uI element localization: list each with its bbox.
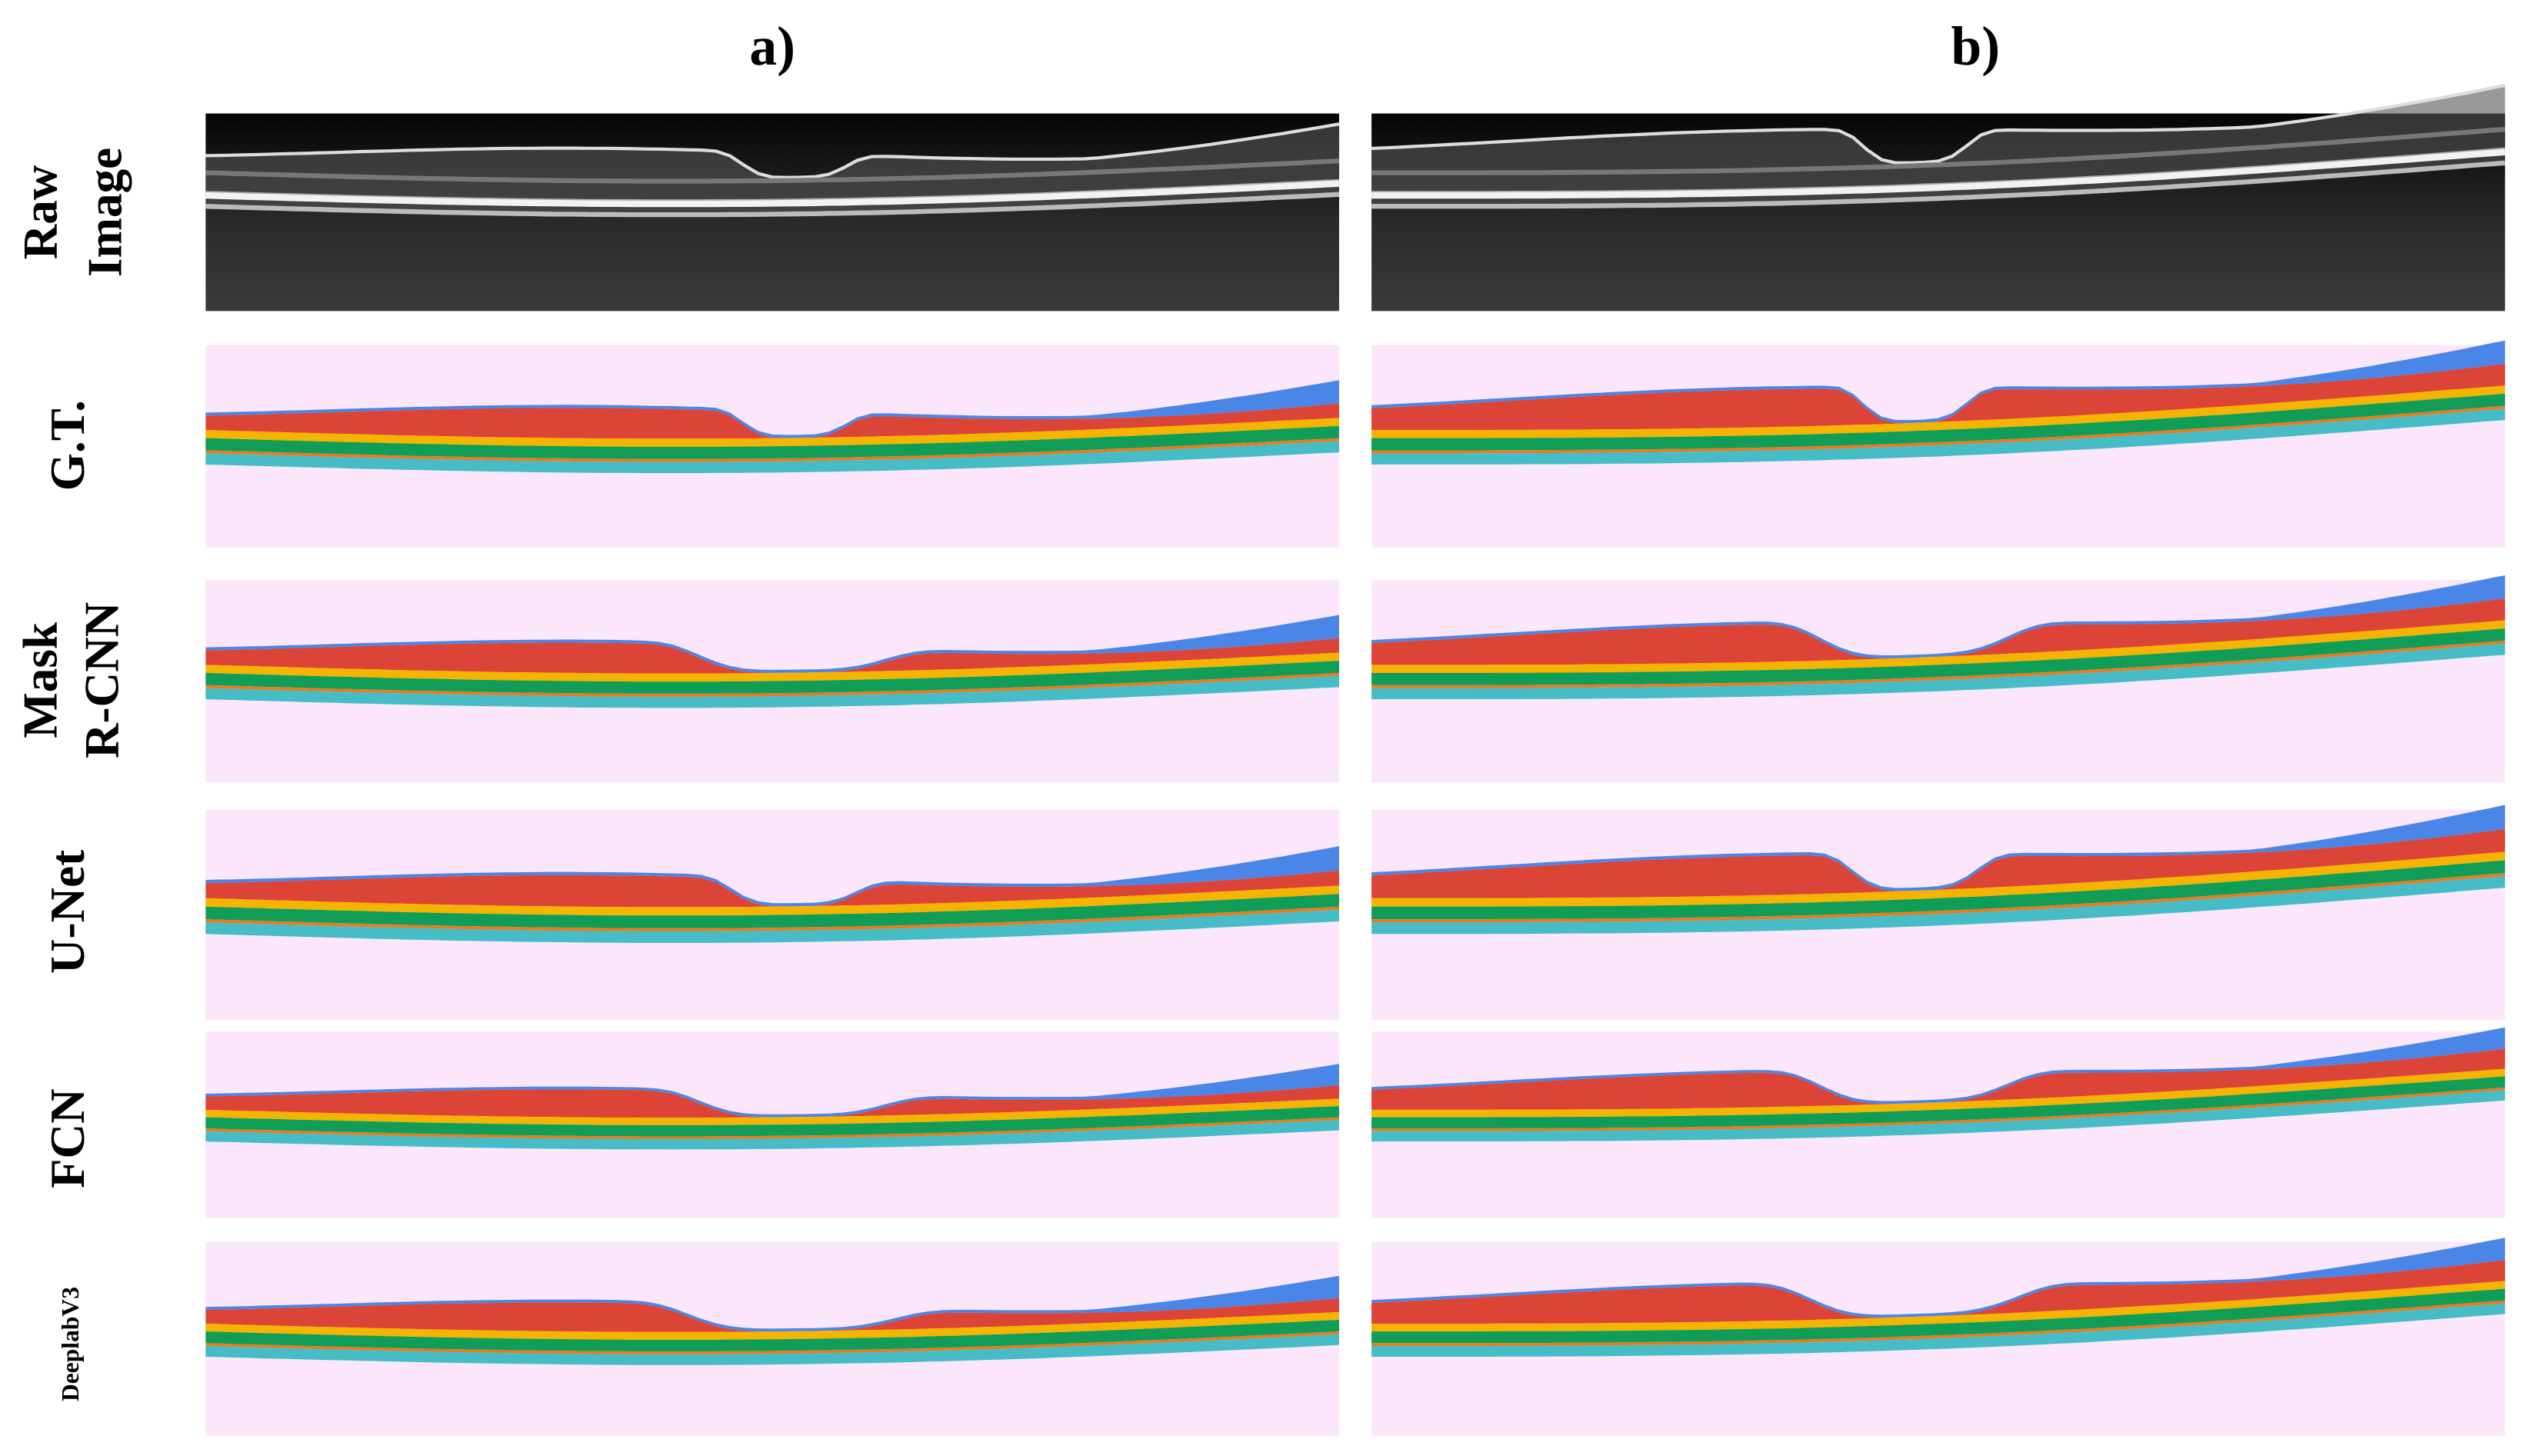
segmentation-layer bbox=[1371, 1090, 2505, 1142]
segmentation-layer bbox=[1371, 598, 2505, 665]
segmentation-layer bbox=[1371, 1281, 2505, 1332]
segmentation-layer bbox=[1371, 628, 2505, 685]
segmentation-layer bbox=[205, 1098, 1340, 1125]
retina-layer bbox=[1371, 148, 2506, 199]
segmentation-layer bbox=[1371, 643, 2505, 700]
segmentation-layer bbox=[205, 1298, 1340, 1332]
segmentation-layer bbox=[205, 1085, 1340, 1118]
column-label: a) bbox=[749, 16, 795, 77]
row-label: G.T. bbox=[41, 400, 95, 491]
segmentation-layer bbox=[1371, 575, 2505, 658]
segmentation-layer bbox=[1371, 872, 2505, 923]
segmentation-layer bbox=[205, 909, 1340, 943]
retina-layer bbox=[1371, 127, 2506, 175]
segmentation-layer bbox=[205, 661, 1340, 694]
segmentation-layer bbox=[205, 870, 1340, 908]
retina-layer bbox=[1371, 160, 2506, 209]
row-label: FCN bbox=[41, 1088, 95, 1188]
segmentation-layer bbox=[205, 885, 1340, 916]
segmentation-layer bbox=[205, 638, 1340, 674]
segmentation-layer bbox=[205, 675, 1340, 708]
retina-layer bbox=[205, 158, 1340, 184]
retina-tissue bbox=[1371, 85, 2505, 207]
row-label: R-CNN bbox=[75, 602, 128, 758]
row-label: Image bbox=[78, 148, 132, 277]
row-label: Mask bbox=[13, 621, 67, 738]
segmentation-layer bbox=[1371, 405, 2505, 454]
segmentation-layer bbox=[1371, 393, 2505, 451]
segmentation-layer bbox=[1371, 640, 2505, 688]
segmentation-layer bbox=[205, 1311, 1340, 1340]
segmentation-layer bbox=[205, 1319, 1340, 1352]
segmentation-layer bbox=[205, 652, 1340, 682]
retina-layer bbox=[205, 180, 1340, 208]
segmentation-layer bbox=[205, 438, 1340, 462]
segmentation-layer bbox=[1371, 385, 2505, 438]
segmentation-layer bbox=[205, 894, 1340, 928]
segmentation-layer bbox=[205, 380, 1340, 438]
segmentation-layer bbox=[205, 403, 1340, 439]
segmentation-layer bbox=[1371, 340, 2505, 424]
segmentation-layer bbox=[205, 846, 1340, 907]
segmentation-layer bbox=[205, 441, 1340, 474]
segmentation-layer bbox=[1371, 829, 2505, 898]
segmentation-layer bbox=[1371, 620, 2505, 673]
row-label: DeeplabV3 bbox=[57, 1287, 84, 1401]
column-label: b) bbox=[1951, 16, 2001, 77]
row-label: U-Net bbox=[41, 850, 95, 974]
segmentation-layer bbox=[205, 672, 1340, 697]
segmentation-layer bbox=[1371, 1027, 2505, 1104]
segmentation-layer bbox=[205, 906, 1340, 931]
retina-layer bbox=[205, 122, 1340, 179]
row-label: Raw bbox=[13, 165, 67, 259]
segmentation-layer bbox=[1371, 805, 2505, 891]
segmentation-layer bbox=[205, 425, 1340, 459]
segmentation-layer bbox=[1371, 851, 2505, 907]
segmentation-layer bbox=[1371, 1068, 2505, 1118]
segmentation-layer bbox=[205, 1334, 1340, 1365]
retina-layer bbox=[1371, 83, 2506, 165]
segmentation-layer bbox=[1371, 1076, 2505, 1129]
segmentation-layer bbox=[1371, 1048, 2505, 1110]
segmentation-layer bbox=[1371, 876, 2505, 935]
segmentation-layer bbox=[205, 1120, 1340, 1150]
segmentation-layer bbox=[1371, 363, 2505, 431]
retina-layer bbox=[205, 192, 1340, 218]
segmentation-layer bbox=[1371, 1238, 2505, 1318]
segmentation-layer bbox=[1371, 1288, 2505, 1344]
segmentation-layer bbox=[205, 1064, 1340, 1118]
segmentation-layer bbox=[1371, 1087, 2505, 1131]
segmentation-layer bbox=[205, 1331, 1340, 1354]
segmentation-layer bbox=[1371, 1260, 2505, 1324]
segmentation-layer bbox=[205, 418, 1340, 447]
segmentation-layer bbox=[205, 1117, 1340, 1140]
segmentation-layer bbox=[205, 615, 1340, 673]
segmentation-layer bbox=[1371, 408, 2505, 465]
segmentation-layer bbox=[205, 1106, 1340, 1137]
segmentation-layer bbox=[1371, 1300, 2505, 1347]
segmentation-layer bbox=[1371, 1303, 2505, 1357]
segmentation-layer bbox=[1371, 860, 2505, 920]
segmentation-layer bbox=[205, 1275, 1340, 1332]
